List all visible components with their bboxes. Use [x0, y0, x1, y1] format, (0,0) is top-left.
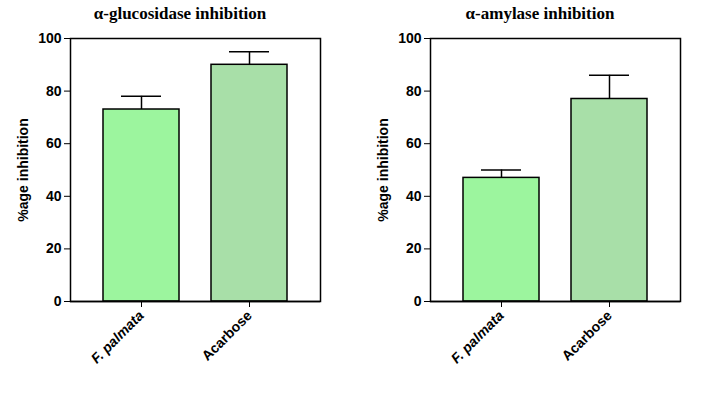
svg-text:60: 60 [406, 135, 422, 151]
svg-text:%age inhibition: %age inhibition [375, 118, 391, 221]
svg-text:80: 80 [46, 83, 62, 99]
svg-text:100: 100 [38, 30, 62, 46]
svg-text:F. palmata: F. palmata [448, 307, 507, 366]
svg-text:100: 100 [398, 30, 422, 46]
html-text:α-amylase inhibition: α-amylase inhibition [465, 4, 615, 23]
html-text:α-glucosidase inhibition: α-glucosidase inhibition [93, 4, 267, 23]
svg-text:40: 40 [46, 188, 62, 204]
svg-text:F. palmata: F. palmata [88, 307, 147, 366]
svg-text:40: 40 [406, 188, 422, 204]
svg-text:%age inhibition: %age inhibition [15, 118, 31, 221]
svg-text:Acarbose: Acarbose [558, 307, 615, 364]
svg-text:60: 60 [46, 135, 62, 151]
svg-text:0: 0 [54, 293, 62, 309]
svg-text:20: 20 [406, 240, 422, 256]
svg-text:20: 20 [46, 240, 62, 256]
svg-text:80: 80 [406, 83, 422, 99]
svg-text:0: 0 [414, 293, 422, 309]
svg-text:Acarbose: Acarbose [198, 307, 255, 364]
